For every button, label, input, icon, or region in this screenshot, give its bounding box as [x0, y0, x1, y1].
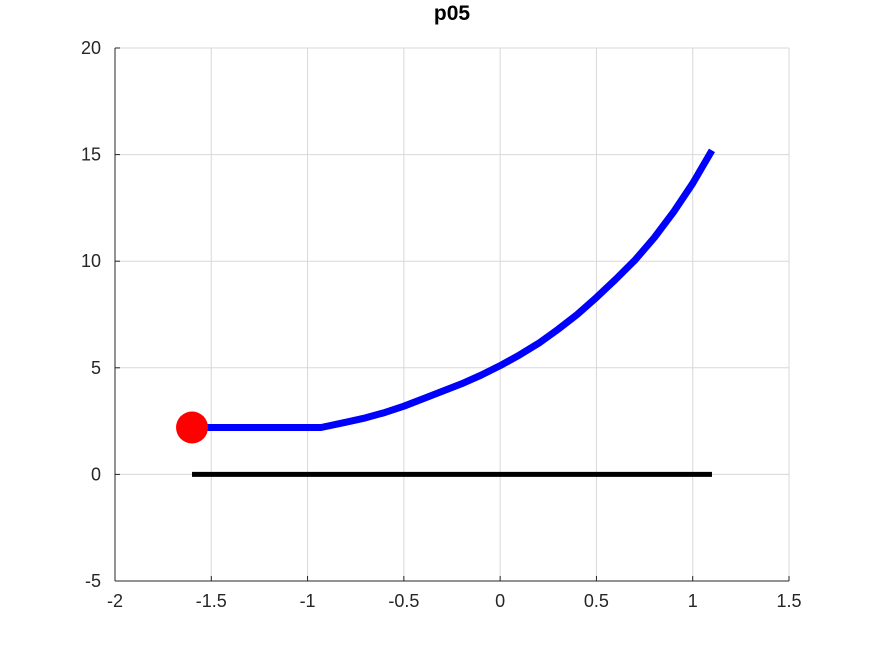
x-tick-label: -1.5 — [196, 591, 227, 611]
y-tick-label: 15 — [81, 145, 101, 165]
x-tick-label: 0 — [495, 591, 505, 611]
start-point-marker — [176, 411, 209, 444]
y-tick-label: 20 — [81, 38, 101, 58]
objective-curve-line — [192, 148, 715, 431]
y-tick-label: -5 — [85, 571, 101, 591]
y-tick-label: 10 — [81, 251, 101, 271]
x-tick-label: -2 — [107, 591, 123, 611]
x-tick-label: 1 — [688, 591, 698, 611]
y-tick-label: 0 — [91, 464, 101, 484]
chart-title: p05 — [433, 2, 471, 25]
x-tick-label: 1.5 — [776, 591, 801, 611]
y-tick-label: 5 — [91, 358, 101, 378]
x-tick-label: -0.5 — [388, 591, 419, 611]
x-tick-label: 0.5 — [584, 591, 609, 611]
x-tick-label: -1 — [300, 591, 316, 611]
